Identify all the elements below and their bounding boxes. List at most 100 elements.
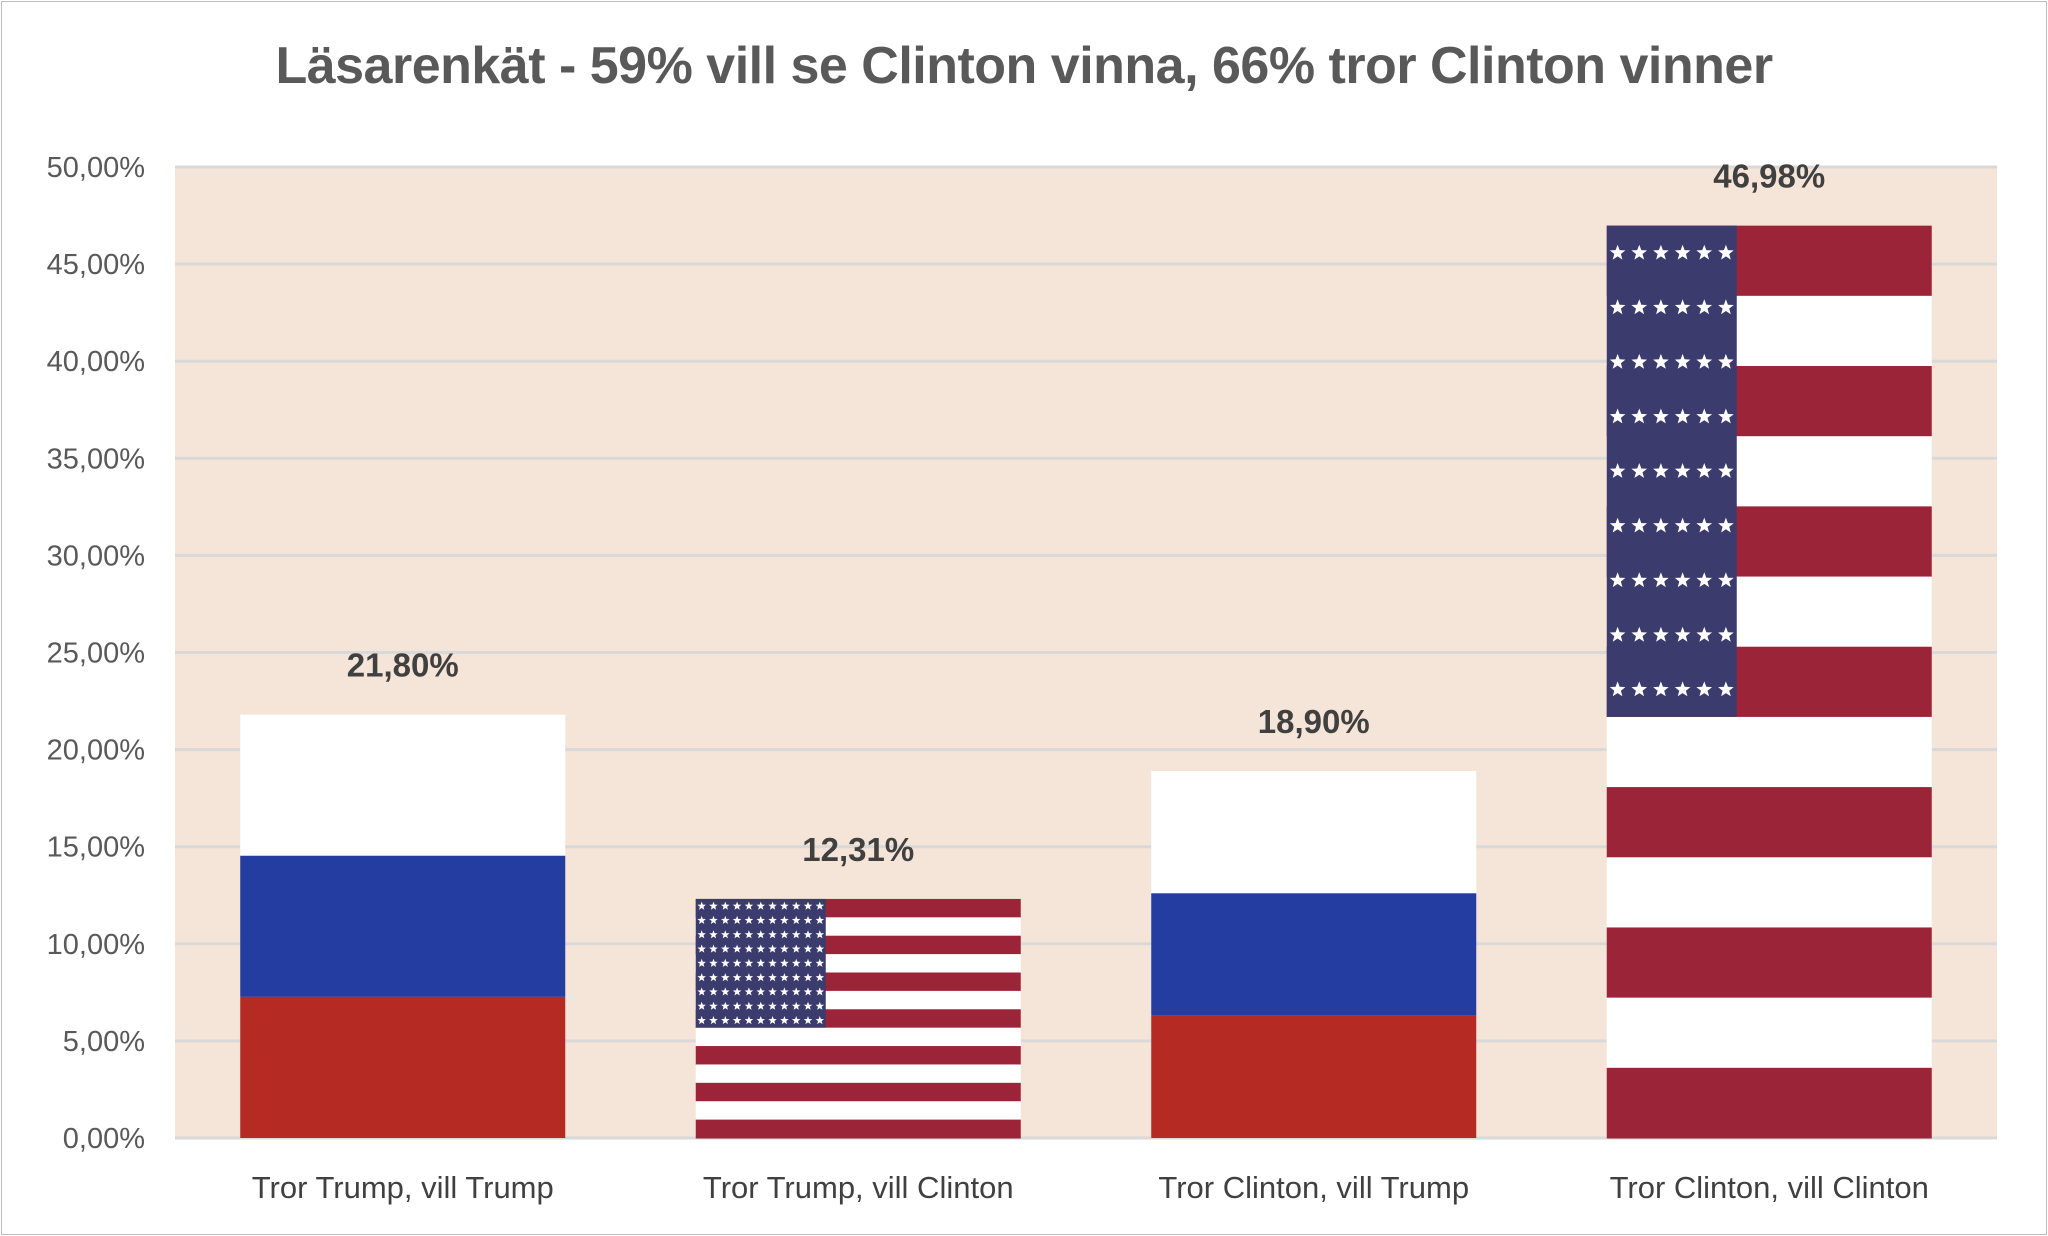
flag-star	[1674, 353, 1691, 369]
flag-star	[803, 958, 813, 967]
flag-star	[1631, 572, 1648, 588]
y-tick-label: 20,00%	[47, 735, 145, 767]
y-tick-label: 45,00%	[47, 249, 145, 281]
y-tick-label: 10,00%	[47, 929, 145, 961]
flag-star	[756, 901, 765, 910]
flag-star	[803, 973, 813, 982]
flag-star	[756, 930, 765, 939]
y-tick-label: 35,00%	[47, 443, 145, 475]
flag-stripe-red	[1151, 1015, 1477, 1138]
flag-star	[1631, 353, 1648, 369]
flag-star	[1631, 681, 1648, 697]
flag-star	[1653, 626, 1669, 642]
flag-star	[756, 915, 765, 924]
flag-star	[791, 1016, 801, 1025]
flag-star	[1674, 299, 1691, 315]
flag-star	[768, 987, 777, 996]
flag-star	[1631, 517, 1648, 533]
data-label: 12,31%	[802, 831, 914, 868]
flag-star	[709, 973, 718, 982]
flag-star	[791, 930, 801, 939]
flag-star	[1631, 626, 1648, 642]
flag-star	[1609, 572, 1626, 588]
flag-star	[1609, 353, 1626, 369]
flag-star	[1653, 572, 1669, 588]
flag-star	[732, 958, 742, 967]
flag-star	[768, 958, 777, 967]
flag-star	[803, 1016, 813, 1025]
flag-star	[1718, 681, 1734, 697]
y-tick-label: 30,00%	[47, 540, 145, 572]
flag-star	[732, 915, 742, 924]
flag-star	[721, 1016, 730, 1025]
flag-star	[721, 944, 730, 953]
flag-star	[744, 958, 754, 967]
flag-star	[732, 987, 742, 996]
flag-star	[791, 987, 801, 996]
flag-star	[744, 1016, 754, 1025]
x-tick-label: Tror Trump, vill Clinton	[703, 1170, 1014, 1205]
flag-stripe-white	[1151, 770, 1477, 894]
bar	[240, 714, 566, 1138]
bar	[1151, 770, 1477, 1138]
flag-stripe-white	[240, 714, 566, 856]
flag-star	[1653, 244, 1669, 260]
flag-star	[791, 915, 801, 924]
flag-star	[756, 973, 765, 982]
flag-star	[697, 958, 706, 967]
flag-star	[803, 930, 813, 939]
flag-star	[791, 973, 801, 982]
y-tick-label: 15,00%	[47, 832, 145, 864]
flag-star	[780, 1016, 789, 1025]
flag-star	[1674, 463, 1691, 478]
flag-stripe-white	[1606, 857, 1932, 928]
flag-star	[803, 944, 813, 953]
flag-star	[1653, 463, 1669, 478]
flag-star	[1631, 408, 1648, 424]
flag-star	[709, 1016, 718, 1025]
flag-star	[709, 944, 718, 953]
flag-stripe-red	[695, 1119, 1021, 1139]
flag-star	[791, 944, 801, 953]
flag-star	[1653, 299, 1669, 315]
x-tick-label: Tror Trump, vill Trump	[252, 1170, 554, 1205]
flag-star	[721, 930, 730, 939]
flag-star	[1718, 299, 1734, 315]
flag-star	[1718, 517, 1734, 533]
flag-star	[1609, 299, 1626, 315]
flag-star	[803, 901, 813, 910]
flag-star	[732, 1001, 742, 1010]
flag-star	[791, 958, 801, 967]
flag-star	[1696, 626, 1713, 642]
flag-star	[1718, 626, 1734, 642]
flag-star	[697, 901, 706, 910]
flag-star	[1674, 517, 1691, 533]
flag-stripe-white	[1606, 997, 1932, 1069]
flag-star	[1718, 572, 1734, 588]
flag-star	[732, 930, 742, 939]
flag-star	[1674, 681, 1691, 697]
flag-star	[780, 944, 789, 953]
flag-star	[815, 1016, 825, 1025]
flag-star	[1653, 681, 1669, 697]
flag-star	[756, 987, 765, 996]
flag-star	[744, 930, 754, 939]
flag-star	[780, 958, 789, 967]
flag-star	[815, 973, 825, 982]
flag-star	[1696, 299, 1713, 315]
flag-star	[780, 1001, 789, 1010]
flag-star	[780, 915, 789, 924]
flag-stripe-white	[1606, 716, 1932, 788]
flag-star	[709, 1001, 718, 1010]
flag-star	[697, 915, 706, 924]
flag-star	[1609, 408, 1626, 424]
y-tick-label: 40,00%	[47, 346, 145, 378]
flag-star	[721, 973, 730, 982]
flag-star	[744, 901, 754, 910]
flag-star	[709, 987, 718, 996]
y-tick-label: 50,00%	[47, 152, 145, 184]
chart-title: Läsarenkät - 59% vill se Clinton vinna, …	[275, 37, 1773, 95]
flag-stripe-red	[695, 1082, 1021, 1102]
flag-star	[768, 973, 777, 982]
